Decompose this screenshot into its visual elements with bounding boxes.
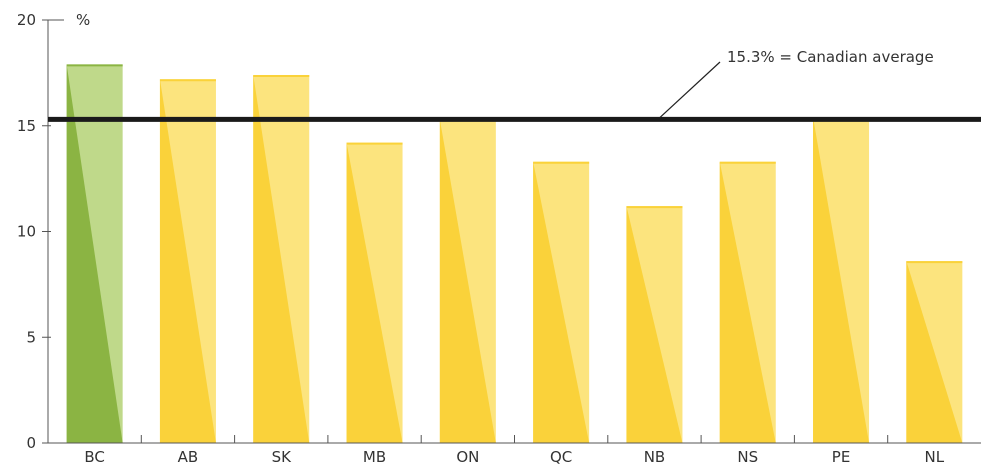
- bar-shade: [719, 161, 776, 443]
- x-category-label: NL: [925, 448, 945, 466]
- average-annotation-label: 15.3% = Canadian average: [727, 48, 934, 66]
- y-unit-label: %: [76, 11, 90, 29]
- bars-group: [66, 64, 963, 444]
- bar-shade: [533, 161, 590, 443]
- bar-shade: [813, 117, 870, 443]
- bar-ab: [159, 79, 216, 443]
- x-category-label: ON: [456, 448, 479, 466]
- bar-on: [439, 119, 496, 443]
- bar-shade: [906, 261, 963, 443]
- x-category-label: MB: [363, 448, 386, 466]
- y-tick-label: 0: [26, 434, 36, 452]
- bar-shade: [159, 79, 216, 443]
- bar-mb: [346, 142, 403, 444]
- bar-nl: [906, 261, 963, 443]
- bar-ns: [719, 161, 776, 443]
- bar-qc: [533, 161, 590, 443]
- y-tick-label: 5: [26, 328, 36, 346]
- y-tick-label: 10: [17, 223, 36, 241]
- bar-shade: [253, 74, 310, 444]
- bar-pe: [813, 117, 870, 443]
- bar-shade: [66, 64, 123, 443]
- x-category-label: PE: [832, 448, 851, 466]
- x-axis: BC AB SK MB ON QC NB NS PE NL: [48, 435, 981, 466]
- bar-shade: [346, 142, 403, 444]
- y-tick-label: 20: [17, 11, 36, 29]
- x-category-label: SK: [272, 448, 293, 466]
- annotation-leader-line: [659, 61, 721, 118]
- x-category-label: QC: [550, 448, 572, 466]
- bar-bc: [66, 64, 123, 443]
- x-category-label: NB: [644, 448, 666, 466]
- y-axis: 0 5 10 15 20: [17, 11, 64, 452]
- x-category-label: BC: [84, 448, 105, 466]
- x-category-label: NS: [737, 448, 758, 466]
- bar-nb: [626, 206, 683, 443]
- bar-shade: [439, 119, 496, 443]
- x-category-label: AB: [178, 448, 199, 466]
- bar-shade: [626, 206, 683, 443]
- reference-line-group: 15.3% = Canadian average: [48, 48, 981, 122]
- bar-sk: [253, 74, 310, 444]
- y-tick-label: 15: [17, 117, 36, 135]
